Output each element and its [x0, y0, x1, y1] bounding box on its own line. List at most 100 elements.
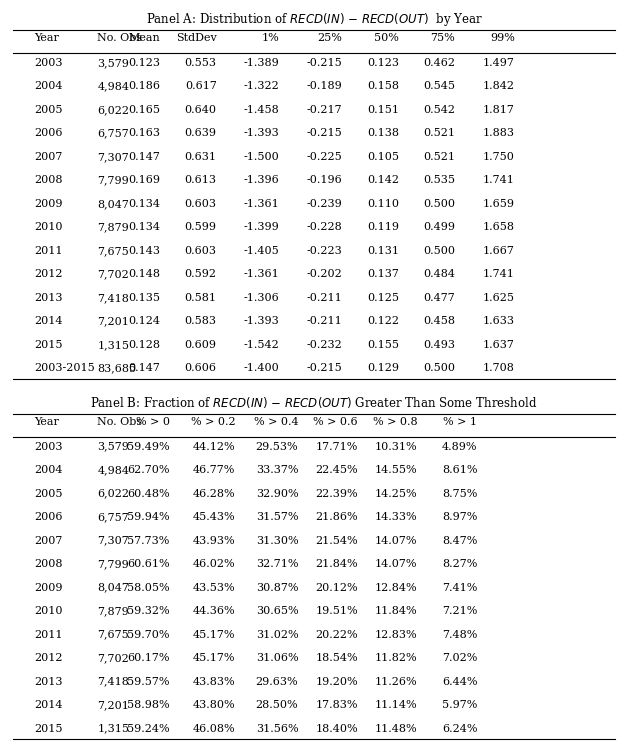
Text: -1.458: -1.458 [244, 104, 279, 115]
Text: 4,984: 4,984 [97, 81, 129, 91]
Text: 2006: 2006 [35, 128, 63, 138]
Text: 0.135: 0.135 [128, 292, 160, 303]
Text: 0.165: 0.165 [128, 104, 160, 115]
Text: 11.14%: 11.14% [375, 700, 418, 710]
Text: % > 0: % > 0 [136, 416, 170, 427]
Text: 0.606: 0.606 [185, 363, 217, 373]
Text: 6,757: 6,757 [97, 128, 129, 138]
Text: 31.56%: 31.56% [256, 724, 298, 733]
Text: 6,757: 6,757 [97, 512, 129, 522]
Text: 7.48%: 7.48% [442, 630, 477, 639]
Text: 45.43%: 45.43% [193, 512, 236, 522]
Text: 30.87%: 30.87% [256, 583, 298, 592]
Text: 0.553: 0.553 [185, 58, 217, 68]
Text: 1.708: 1.708 [483, 363, 515, 373]
Text: -0.239: -0.239 [306, 198, 342, 209]
Text: 44.36%: 44.36% [193, 606, 236, 616]
Text: 75%: 75% [431, 33, 455, 43]
Text: 0.613: 0.613 [185, 175, 217, 185]
Text: 0.603: 0.603 [185, 245, 217, 256]
Text: 6,022: 6,022 [97, 489, 129, 498]
Text: 8,047: 8,047 [97, 198, 129, 209]
Text: 5.97%: 5.97% [442, 700, 477, 710]
Text: 7,879: 7,879 [97, 222, 129, 232]
Text: 2008: 2008 [35, 559, 63, 569]
Text: -1.361: -1.361 [244, 269, 279, 279]
Text: 12.83%: 12.83% [375, 630, 418, 639]
Text: 1.659: 1.659 [483, 198, 515, 209]
Text: 8.97%: 8.97% [442, 512, 477, 522]
Text: 1.497: 1.497 [483, 58, 515, 68]
Text: 0.592: 0.592 [185, 269, 217, 279]
Text: 0.147: 0.147 [128, 363, 160, 373]
Text: -1.396: -1.396 [244, 175, 279, 185]
Text: -0.228: -0.228 [306, 222, 342, 232]
Text: -0.215: -0.215 [306, 128, 342, 138]
Text: 0.500: 0.500 [423, 198, 455, 209]
Text: 7,201: 7,201 [97, 700, 129, 710]
Text: 1.658: 1.658 [483, 222, 515, 232]
Text: -0.196: -0.196 [306, 175, 342, 185]
Text: 1.883: 1.883 [483, 128, 515, 138]
Text: 1,315: 1,315 [97, 724, 129, 733]
Text: 59.32%: 59.32% [127, 606, 170, 616]
Text: 32.71%: 32.71% [256, 559, 298, 569]
Text: 59.49%: 59.49% [127, 442, 170, 451]
Text: 0.499: 0.499 [423, 222, 455, 232]
Text: 0.500: 0.500 [423, 363, 455, 373]
Text: 31.30%: 31.30% [256, 536, 298, 545]
Text: 43.93%: 43.93% [193, 536, 236, 545]
Text: 0.131: 0.131 [367, 245, 399, 256]
Text: 1.750: 1.750 [483, 151, 515, 162]
Text: 60.17%: 60.17% [127, 653, 170, 663]
Text: 0.148: 0.148 [128, 269, 160, 279]
Text: 11.84%: 11.84% [375, 606, 418, 616]
Text: 0.123: 0.123 [367, 58, 399, 68]
Text: 17.71%: 17.71% [316, 442, 358, 451]
Text: 33.37%: 33.37% [256, 465, 298, 475]
Text: 7,799: 7,799 [97, 175, 129, 185]
Text: 45.17%: 45.17% [193, 653, 236, 663]
Text: 3,579: 3,579 [97, 58, 129, 68]
Text: -1.322: -1.322 [244, 81, 279, 91]
Text: -0.232: -0.232 [306, 339, 342, 350]
Text: 0.122: 0.122 [367, 316, 399, 326]
Text: 0.169: 0.169 [128, 175, 160, 185]
Text: -0.215: -0.215 [306, 58, 342, 68]
Text: 0.639: 0.639 [185, 128, 217, 138]
Text: 18.40%: 18.40% [315, 724, 358, 733]
Text: 12.84%: 12.84% [375, 583, 418, 592]
Text: 2007: 2007 [35, 536, 63, 545]
Text: 21.54%: 21.54% [315, 536, 358, 545]
Text: 0.123: 0.123 [128, 58, 160, 68]
Text: Year: Year [35, 416, 60, 427]
Text: 0.128: 0.128 [128, 339, 160, 350]
Text: -0.211: -0.211 [306, 316, 342, 326]
Text: 2011: 2011 [35, 630, 63, 639]
Text: -1.389: -1.389 [244, 58, 279, 68]
Text: 2015: 2015 [35, 339, 63, 350]
Text: 2015: 2015 [35, 724, 63, 733]
Text: 7,201: 7,201 [97, 316, 129, 326]
Text: % > 0.8: % > 0.8 [373, 416, 418, 427]
Text: 8.75%: 8.75% [442, 489, 477, 498]
Text: 1.842: 1.842 [483, 81, 515, 91]
Text: 7.21%: 7.21% [442, 606, 477, 616]
Text: 29.53%: 29.53% [256, 442, 298, 451]
Text: 0.134: 0.134 [128, 198, 160, 209]
Text: 7,879: 7,879 [97, 606, 129, 616]
Text: 0.137: 0.137 [367, 269, 399, 279]
Text: 2004: 2004 [35, 465, 63, 475]
Text: 4.89%: 4.89% [441, 442, 477, 451]
Text: 7,307: 7,307 [97, 536, 129, 545]
Text: 0.147: 0.147 [128, 151, 160, 162]
Text: 0.158: 0.158 [367, 81, 399, 91]
Text: 99%: 99% [490, 33, 515, 43]
Text: -1.500: -1.500 [244, 151, 279, 162]
Text: 0.631: 0.631 [185, 151, 217, 162]
Text: 7.02%: 7.02% [442, 653, 477, 663]
Text: 0.484: 0.484 [423, 269, 455, 279]
Text: 43.53%: 43.53% [193, 583, 236, 592]
Text: 11.26%: 11.26% [375, 677, 418, 686]
Text: -0.223: -0.223 [306, 245, 342, 256]
